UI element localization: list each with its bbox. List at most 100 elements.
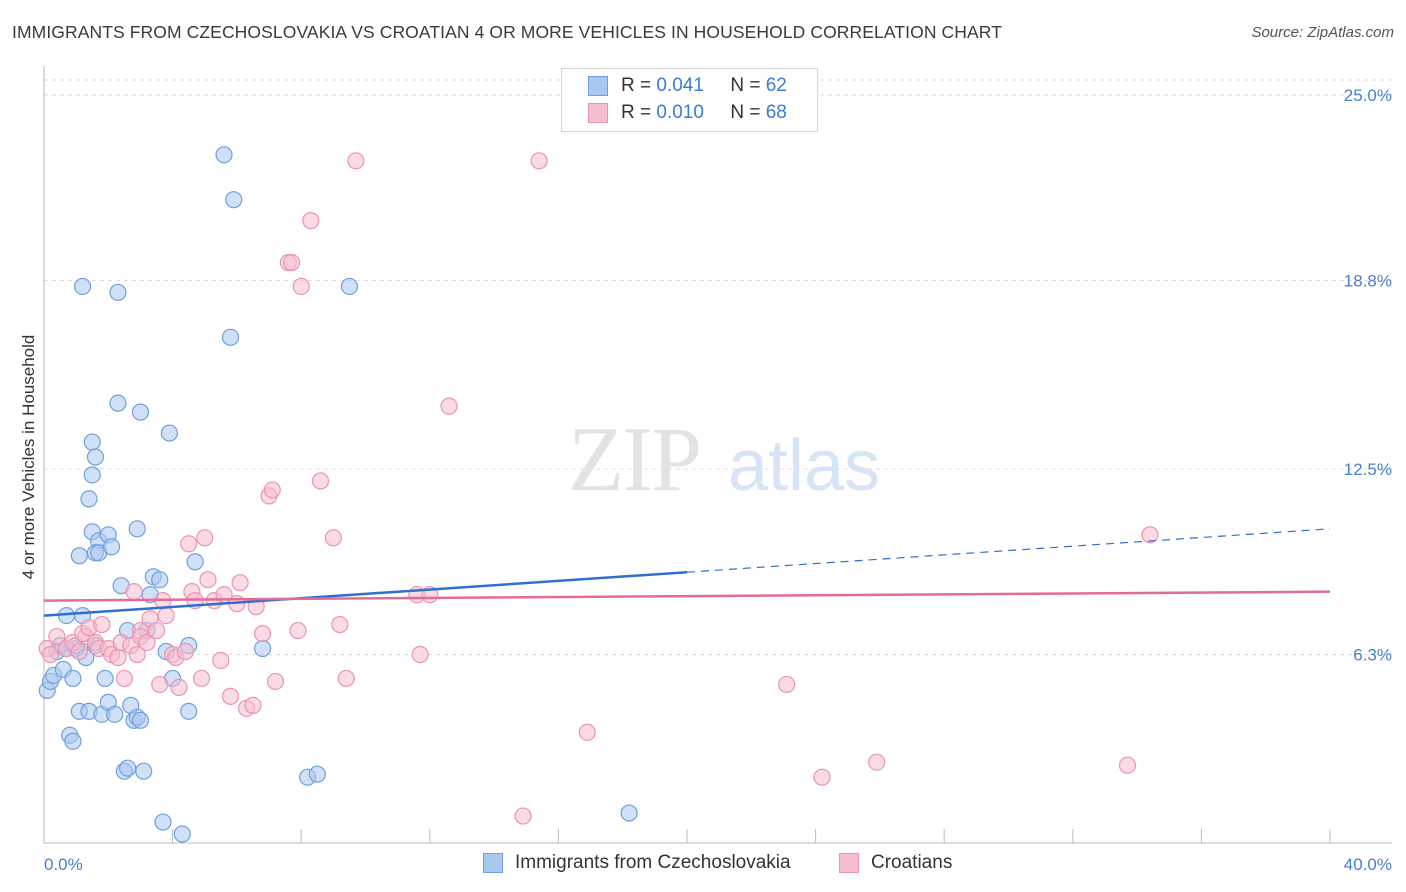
watermark-atlas: atlas <box>728 426 880 506</box>
point-croatians <box>311 472 330 490</box>
point-croatians <box>868 753 886 771</box>
point-croatians <box>199 571 217 589</box>
point-croatians <box>289 621 307 640</box>
point-czechoslovakia <box>118 759 137 777</box>
point-croatians <box>125 583 143 601</box>
data-points <box>38 146 1159 843</box>
point-czechoslovakia <box>64 732 82 750</box>
point-czechoslovakia <box>109 283 127 302</box>
y-tick-label: 6.3% <box>1353 645 1392 664</box>
trend-line-czechoslovakia <box>43 570 688 617</box>
bottom-legend-swatch-pink <box>839 853 859 873</box>
legend-r-value: 0.041 <box>656 75 704 96</box>
point-croatians <box>176 642 195 661</box>
point-croatians <box>778 675 796 694</box>
point-croatians <box>115 669 133 688</box>
y-axis-label: 4 or more Vehicles in Household <box>19 335 38 580</box>
axis-labels: 4 or more Vehicles in Household 6.3% 12.5… <box>19 86 1392 874</box>
point-czechoslovakia <box>128 520 146 538</box>
legend-swatch-blue <box>588 76 608 96</box>
point-croatians <box>292 277 310 296</box>
point-czechoslovakia <box>180 702 198 720</box>
point-czechoslovakia <box>102 538 121 556</box>
y-tick-label: 12.5% <box>1344 460 1392 479</box>
point-croatians <box>514 807 532 825</box>
trend-lines <box>43 528 1331 617</box>
point-croatians <box>254 624 272 643</box>
point-croatians <box>170 678 188 697</box>
y-tick-label: 25.0% <box>1344 86 1392 105</box>
point-czechoslovakia <box>64 669 82 688</box>
x-tick-label: 0.0% <box>44 855 83 874</box>
legend-r-label: R = <box>621 75 652 96</box>
point-czechoslovakia <box>225 191 243 209</box>
point-croatians <box>1118 756 1137 774</box>
point-croatians <box>530 152 548 170</box>
stats-legend: R = 0.041 N = 62 R = 0.010 N = 68 <box>561 68 818 132</box>
point-croatians <box>212 651 230 670</box>
bottom-legend-label: Croatians <box>871 852 953 873</box>
point-czechoslovakia <box>86 448 105 466</box>
point-croatians <box>263 481 281 499</box>
point-croatians <box>41 645 60 664</box>
point-czechoslovakia <box>109 394 127 412</box>
point-croatians <box>282 253 301 272</box>
trend-line-czechoslovakia-extension <box>686 528 1331 573</box>
legend-n-label: N = <box>730 75 761 96</box>
legend-r-value: 0.010 <box>656 102 704 123</box>
point-czechoslovakia <box>80 490 98 508</box>
y-tick-label: 18.8% <box>1344 271 1392 290</box>
point-czechoslovakia <box>70 547 88 565</box>
point-czechoslovakia <box>106 705 124 723</box>
x-tick-label: 40.0% <box>1344 855 1392 874</box>
point-croatians <box>138 633 156 652</box>
point-czechoslovakia <box>83 433 101 451</box>
watermark-zip: ZIP <box>568 408 700 510</box>
point-croatians <box>324 529 342 547</box>
point-czechoslovakia <box>83 466 101 484</box>
point-croatians <box>302 212 320 230</box>
point-czechoslovakia <box>254 639 272 658</box>
point-croatians <box>109 648 127 667</box>
point-croatians <box>196 529 214 547</box>
point-czechoslovakia <box>135 762 153 780</box>
legend-r-label: R = <box>621 102 652 123</box>
point-czechoslovakia <box>340 277 359 296</box>
point-czechoslovakia <box>215 146 233 164</box>
point-czechoslovakia <box>186 553 204 571</box>
point-croatians <box>231 574 249 592</box>
point-croatians <box>180 535 198 553</box>
point-croatians <box>48 627 66 646</box>
point-croatians <box>1141 526 1159 544</box>
point-croatians <box>813 768 831 786</box>
point-czechoslovakia <box>151 571 169 589</box>
bottom-legend-label: Immigrants from Czechoslovakia <box>515 852 791 873</box>
bottom-legend-swatch-blue <box>483 853 503 873</box>
watermark: ZIP atlas <box>568 408 880 510</box>
point-czechoslovakia <box>131 711 150 729</box>
legend-n-value: 68 <box>765 102 787 123</box>
point-croatians <box>93 615 111 634</box>
gridlines <box>44 79 1392 655</box>
point-czechoslovakia <box>221 328 240 346</box>
point-czechoslovakia <box>131 403 150 421</box>
point-czechoslovakia <box>308 765 326 783</box>
point-croatians <box>347 152 365 170</box>
axes <box>43 66 1392 844</box>
point-croatians <box>151 675 169 694</box>
point-czechoslovakia <box>73 277 92 296</box>
point-croatians <box>331 615 349 634</box>
chart-title: IMMIGRANTS FROM CZECHOSLOVAKIA VS CROATI… <box>12 22 1002 42</box>
trend-line-croatians <box>43 590 1331 602</box>
point-czechoslovakia <box>160 424 178 442</box>
point-croatians <box>70 642 88 661</box>
point-croatians <box>411 645 429 664</box>
point-croatians <box>192 669 211 688</box>
source-credit: Source: ZipAtlas.com <box>1251 24 1394 41</box>
point-czechoslovakia <box>620 804 638 822</box>
legend-swatch-pink <box>588 103 608 123</box>
point-croatians <box>128 645 146 664</box>
point-czechoslovakia <box>154 813 172 831</box>
point-croatians <box>266 672 285 691</box>
